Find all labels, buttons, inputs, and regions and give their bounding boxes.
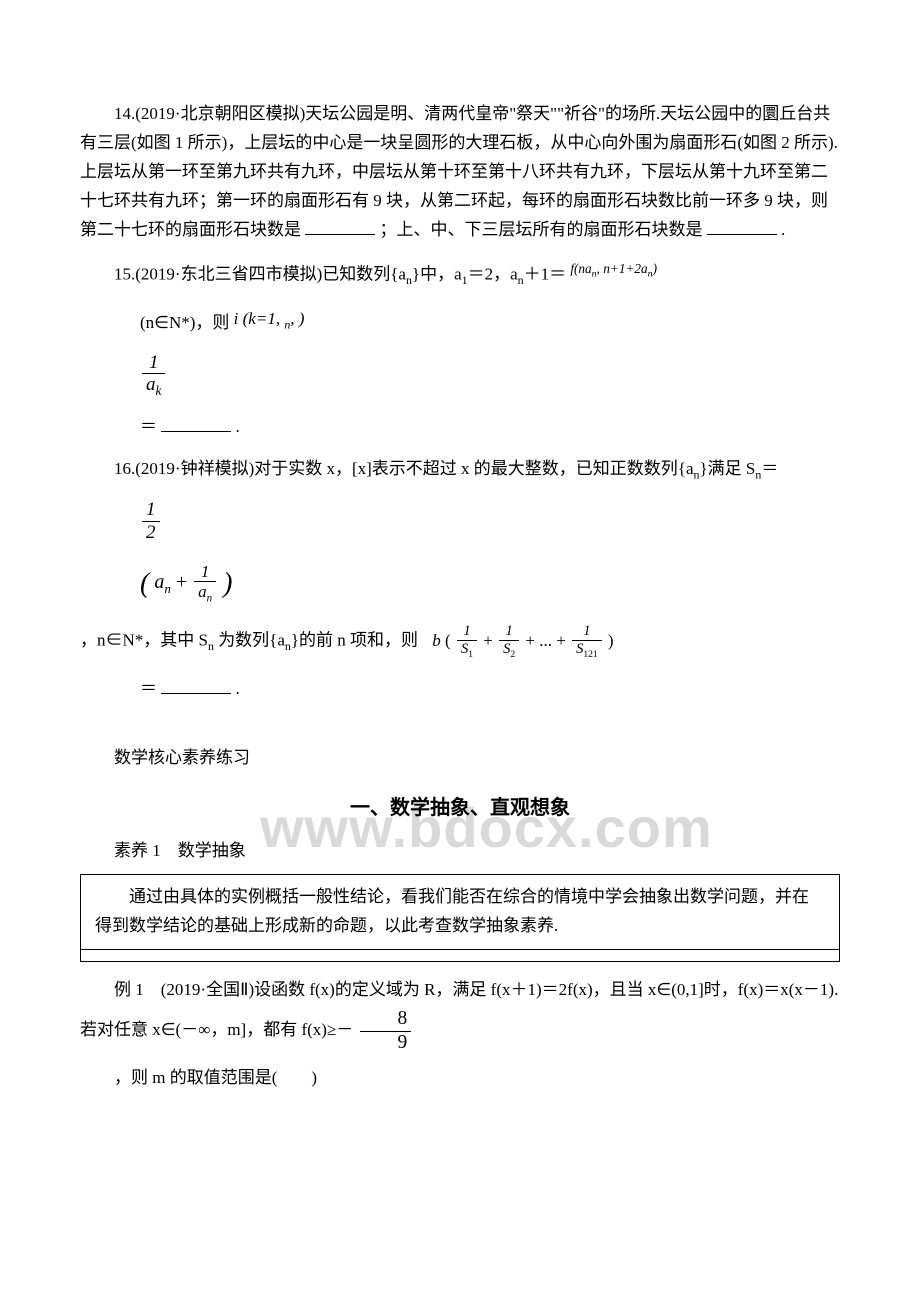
- frac-num-1: 1: [142, 352, 165, 375]
- plus2: +: [483, 631, 493, 650]
- fe1: f(na: [570, 261, 591, 276]
- p15-end: .: [236, 417, 240, 436]
- p14-tail: ；上、中、下三层坛所有的扇面形石块数是: [380, 220, 703, 239]
- section-title: 一、数学抽象、直观想象: [80, 791, 840, 825]
- s121den: S121: [572, 641, 602, 661]
- dots: + ... +: [525, 631, 565, 650]
- practice-heading: 数学核心素养练习: [80, 744, 840, 773]
- b-rparen: ): [608, 631, 614, 650]
- frac-den-ak: ak: [142, 374, 165, 398]
- an-term: an + 1 an: [154, 571, 223, 593]
- ex1-lead: 例 1 (2019·全国Ⅱ)设函数 f(x)的定义域为 R，满足 f(x＋1)＝…: [80, 980, 838, 1040]
- p15-eq: ＝: [140, 417, 157, 436]
- ie2: , ): [290, 309, 304, 328]
- s2-2: 2: [510, 650, 515, 660]
- p16-end: .: [236, 679, 240, 698]
- s2num: 1: [499, 623, 519, 641]
- concept-box-cell: 通过由具体的实例概括一般性结论，看我们能否在综合的情境中学会抽象出数学问题，并在…: [81, 874, 840, 949]
- p15-cond: (n∈N*)，则: [140, 313, 229, 332]
- s1den: S1: [457, 641, 477, 661]
- blank-2: [707, 218, 777, 235]
- p16-lead3: ＝: [761, 459, 778, 478]
- s1-1: 1: [468, 650, 473, 660]
- p14-end: .: [781, 220, 785, 239]
- p16-half-block: 1 2: [140, 495, 840, 548]
- blank-3: [161, 415, 231, 432]
- fd-an: an: [194, 582, 216, 605]
- fn1: 1: [194, 562, 216, 583]
- plus: +: [176, 571, 187, 593]
- fd-sub-n: n: [207, 593, 213, 605]
- s121-sub: 121: [583, 650, 597, 660]
- p16-eq: ＝: [140, 679, 157, 698]
- half-den: 2: [142, 522, 160, 544]
- f89-den: 9: [360, 1032, 412, 1054]
- concept-box-empty: [81, 949, 840, 961]
- p16-mid: ，n∈N*，其中 S: [80, 631, 208, 650]
- fe3: ): [653, 261, 657, 276]
- fd-a: a: [198, 582, 207, 601]
- frac-s121: 1 S121: [572, 623, 602, 661]
- s121num: 1: [572, 623, 602, 641]
- p16-lead: 16.(2019·钟祥模拟)对于实数 x，[x]表示不超过 x 的最大整数，已知…: [114, 459, 694, 478]
- fe2: , n+1+2a: [597, 261, 648, 276]
- lparen: (: [140, 568, 149, 599]
- den-a: a: [146, 374, 156, 395]
- frac-1-over-ak: 1 ak: [142, 352, 165, 399]
- problem-16-line1: 16.(2019·钟祥模拟)对于实数 x，[x]表示不超过 x 的最大整数，已知…: [80, 455, 840, 485]
- p16-mid3: }的前 n 项和，则: [291, 631, 418, 650]
- problem-15-eq: ＝ .: [140, 413, 840, 442]
- b-lparen: (: [445, 631, 455, 650]
- concept-box-text: 通过由具体的实例概括一般性结论，看我们能否在综合的情境中学会抽象出数学问题，并在…: [95, 883, 825, 941]
- p15-lead3: ＝2，a: [468, 265, 518, 284]
- ie1: i (k=1,: [234, 309, 285, 328]
- p15-lead2: }中，a: [412, 265, 462, 284]
- s1num: 1: [457, 623, 477, 641]
- concept-box: 通过由具体的实例概括一般性结论，看我们能否在综合的情境中学会抽象出数学问题，并在…: [80, 874, 840, 962]
- p15-frac-block: 1 ak: [140, 348, 840, 403]
- frac-8-9: 8 9: [360, 1008, 412, 1054]
- problem-16-eq: ＝ .: [140, 675, 840, 704]
- p15-iexpr: i (k=1, n, ): [234, 309, 305, 328]
- p16-lead2: }满足 S: [699, 459, 755, 478]
- p15-fexpr: f(nan, n+1+2an): [570, 261, 657, 276]
- problem-15-line2: (n∈N*)，则 i (k=1, n, ): [140, 305, 840, 338]
- rparen: ): [223, 568, 232, 599]
- p16-paren-block: ( an + 1 an ): [140, 558, 840, 610]
- s2den: S2: [499, 641, 519, 661]
- problem-14: 14.(2019·北京朝阳区模拟)天坛公园是明、清两代皇帝"祭天""祈谷"的场所…: [80, 100, 840, 244]
- frac-half: 1 2: [142, 499, 160, 544]
- b-letter: b: [432, 631, 441, 650]
- half-num: 1: [142, 499, 160, 522]
- den-k: k: [156, 383, 162, 398]
- suyang-1-label: 素养 1 数学抽象: [80, 837, 840, 866]
- example-1-tail: ，则 m 的取值范围是( ): [80, 1064, 840, 1093]
- p15-lead4: ＋1＝: [524, 265, 567, 284]
- p16-mid2: 为数列{a: [214, 631, 285, 650]
- example-1: 例 1 (2019·全国Ⅱ)设函数 f(x)的定义域为 R，满足 f(x＋1)＝…: [80, 976, 840, 1059]
- b-expr: b ( 1 S1 + 1 S2 + ... + 1 S121 ): [432, 631, 613, 650]
- blank-1: [305, 218, 375, 235]
- an-sub-n: n: [164, 581, 171, 596]
- problem-15-line1: 15.(2019·东北三省四市模拟)已知数列{an}中，a1＝2，an＋1＝ f…: [80, 258, 840, 290]
- f89-num: 8: [360, 1008, 412, 1031]
- problem-16-line2: ，n∈N*，其中 Sn 为数列{an}的前 n 项和，则 b ( 1 S1 + …: [80, 619, 840, 665]
- p15-lead: 15.(2019·东北三省四市模拟)已知数列{a: [114, 265, 406, 284]
- frac-s2: 1 S2: [499, 623, 519, 661]
- blank-4: [161, 677, 231, 694]
- frac-1-an: 1 an: [194, 562, 216, 606]
- frac-s1: 1 S1: [457, 623, 477, 661]
- an-a: a: [154, 571, 164, 593]
